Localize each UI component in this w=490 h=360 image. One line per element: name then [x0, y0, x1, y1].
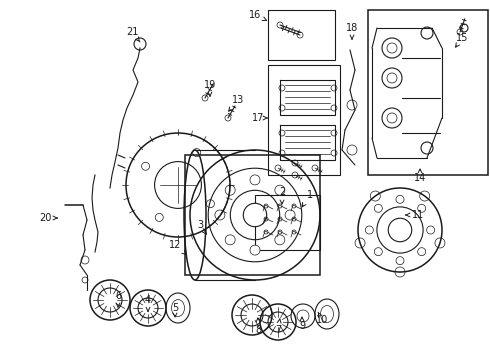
Circle shape — [244, 203, 267, 227]
Text: 13: 13 — [229, 95, 244, 111]
Text: 8: 8 — [255, 318, 261, 335]
Text: 19: 19 — [204, 80, 216, 96]
Text: 20: 20 — [39, 213, 57, 223]
Text: 4: 4 — [145, 295, 151, 311]
Bar — [268, 65, 340, 175]
Text: 9: 9 — [299, 317, 305, 331]
Text: 15: 15 — [456, 33, 468, 47]
Circle shape — [396, 195, 404, 203]
Text: 6: 6 — [115, 291, 121, 307]
Text: 16: 16 — [249, 10, 267, 21]
Circle shape — [417, 248, 426, 256]
Circle shape — [374, 204, 382, 212]
Text: 5: 5 — [172, 303, 178, 317]
Text: 12: 12 — [169, 240, 186, 255]
Text: 11: 11 — [406, 210, 424, 220]
Text: 2: 2 — [279, 187, 285, 204]
Bar — [255, 195, 320, 250]
Text: 10: 10 — [316, 312, 328, 325]
Text: 7: 7 — [275, 319, 281, 335]
Text: 18: 18 — [346, 23, 358, 39]
Bar — [368, 10, 488, 175]
Text: 14: 14 — [414, 169, 426, 183]
Circle shape — [250, 175, 260, 185]
Circle shape — [285, 210, 295, 220]
Circle shape — [275, 235, 285, 245]
Circle shape — [250, 245, 260, 255]
Circle shape — [275, 185, 285, 195]
Text: 1: 1 — [302, 190, 313, 207]
Text: 17: 17 — [252, 113, 267, 123]
Circle shape — [417, 204, 426, 212]
Circle shape — [225, 235, 235, 245]
Text: 3: 3 — [197, 220, 206, 234]
Circle shape — [225, 185, 235, 195]
Circle shape — [388, 218, 412, 242]
Circle shape — [396, 257, 404, 265]
Bar — [268, 10, 335, 60]
Circle shape — [215, 210, 225, 220]
Circle shape — [427, 226, 435, 234]
Circle shape — [374, 248, 382, 256]
Text: 21: 21 — [126, 27, 140, 42]
Bar — [185, 155, 320, 275]
Circle shape — [366, 226, 373, 234]
